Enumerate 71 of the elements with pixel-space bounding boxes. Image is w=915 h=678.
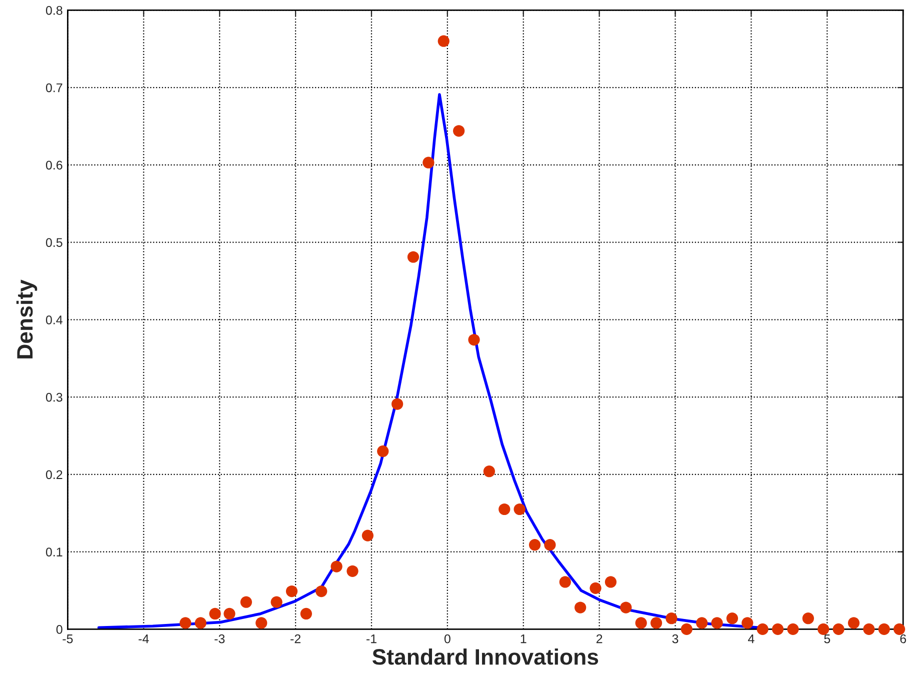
y-tick-label: 0.5 bbox=[46, 238, 62, 247]
point bbox=[194, 617, 206, 629]
point bbox=[544, 539, 556, 551]
point bbox=[286, 585, 298, 598]
point bbox=[772, 623, 784, 635]
point bbox=[256, 617, 268, 629]
point bbox=[240, 596, 252, 608]
y-tick-label: 0.3 bbox=[46, 392, 62, 402]
point bbox=[392, 398, 404, 410]
point bbox=[742, 617, 754, 629]
point bbox=[680, 623, 692, 635]
point bbox=[818, 623, 830, 635]
point bbox=[498, 503, 510, 516]
point bbox=[316, 585, 328, 598]
point bbox=[377, 445, 389, 458]
y-tick-label: 0.1 bbox=[46, 548, 62, 556]
y-tick-label: 0.4 bbox=[46, 315, 62, 324]
point bbox=[787, 623, 799, 635]
x-tick-label: -3 bbox=[214, 634, 225, 644]
point bbox=[407, 251, 420, 263]
point bbox=[330, 560, 342, 572]
point bbox=[224, 608, 236, 620]
point bbox=[528, 539, 541, 551]
point bbox=[635, 617, 647, 629]
x-tick-label: 2 bbox=[596, 634, 602, 644]
point bbox=[483, 466, 496, 478]
point bbox=[696, 617, 708, 629]
point bbox=[711, 617, 723, 629]
point bbox=[848, 617, 860, 629]
y-tick-label: 0.2 bbox=[46, 470, 62, 480]
x-axis-title: Standard Innovations bbox=[372, 648, 598, 665]
point bbox=[604, 576, 617, 588]
point bbox=[362, 530, 374, 542]
y-tick-label: 0 bbox=[56, 624, 62, 634]
point bbox=[468, 334, 480, 346]
point bbox=[514, 503, 526, 516]
x-tick-label: 3 bbox=[672, 634, 678, 644]
point bbox=[438, 35, 450, 47]
y-tick-label: 0.6 bbox=[46, 160, 62, 170]
point bbox=[802, 612, 814, 624]
x-tick-label: -2 bbox=[290, 634, 300, 644]
point bbox=[863, 623, 875, 635]
point bbox=[422, 156, 434, 168]
point bbox=[650, 617, 662, 629]
x-tick-label: -5 bbox=[62, 634, 73, 644]
x-tick-label: 0 bbox=[444, 634, 450, 644]
point bbox=[894, 623, 906, 635]
x-tick-label: -1 bbox=[366, 634, 376, 644]
y-tick-label: 0.8 bbox=[46, 6, 62, 15]
x-tick-label: 6 bbox=[900, 634, 906, 644]
point bbox=[620, 602, 632, 614]
point bbox=[559, 576, 571, 588]
point bbox=[666, 612, 678, 624]
point bbox=[832, 623, 844, 635]
x-tick-label: 4 bbox=[748, 634, 754, 644]
x-tick-label: 1 bbox=[520, 634, 526, 644]
x-tick-label: -4 bbox=[138, 634, 149, 644]
point bbox=[878, 623, 890, 635]
x-tick-label: 5 bbox=[824, 634, 830, 644]
point bbox=[574, 602, 586, 614]
point bbox=[270, 596, 282, 608]
point bbox=[180, 617, 192, 629]
point bbox=[346, 565, 358, 577]
point bbox=[590, 582, 602, 594]
point bbox=[300, 608, 312, 620]
point bbox=[453, 125, 465, 137]
point bbox=[726, 612, 738, 624]
point bbox=[756, 623, 768, 635]
point bbox=[209, 608, 221, 620]
y-axis-title: Density bbox=[16, 280, 38, 358]
y-tick-label: 0.7 bbox=[46, 83, 62, 92]
